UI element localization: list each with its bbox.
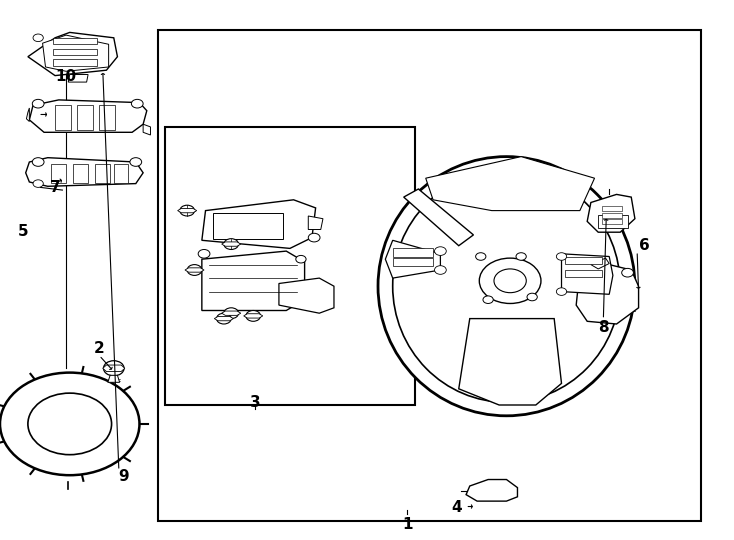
Polygon shape — [185, 268, 204, 272]
Text: 10: 10 — [56, 69, 76, 84]
Polygon shape — [466, 480, 517, 501]
Polygon shape — [562, 254, 613, 294]
Circle shape — [516, 253, 526, 260]
Text: 4: 4 — [451, 500, 462, 515]
Circle shape — [217, 313, 231, 324]
Bar — [53, 38, 97, 44]
Circle shape — [308, 233, 320, 242]
Text: 1: 1 — [402, 517, 413, 532]
Bar — [95, 164, 110, 183]
Polygon shape — [591, 258, 609, 269]
Circle shape — [224, 308, 239, 319]
Ellipse shape — [393, 170, 620, 402]
Circle shape — [435, 266, 446, 274]
Circle shape — [33, 180, 43, 187]
Bar — [393, 258, 433, 266]
Circle shape — [435, 247, 446, 255]
Bar — [602, 219, 622, 224]
Polygon shape — [178, 208, 197, 213]
Text: 7: 7 — [50, 180, 60, 195]
Ellipse shape — [479, 258, 541, 303]
Circle shape — [556, 288, 567, 295]
Polygon shape — [43, 35, 109, 71]
Text: 2: 2 — [94, 341, 104, 356]
Bar — [73, 164, 88, 183]
Polygon shape — [26, 158, 143, 186]
Circle shape — [130, 158, 142, 166]
Polygon shape — [222, 311, 241, 315]
Text: 9: 9 — [118, 469, 128, 484]
Polygon shape — [108, 375, 120, 382]
Polygon shape — [202, 200, 316, 248]
Circle shape — [483, 296, 493, 303]
Polygon shape — [576, 265, 639, 324]
Polygon shape — [426, 157, 595, 211]
Polygon shape — [308, 216, 323, 229]
Bar — [55, 105, 71, 130]
Bar — [565, 270, 602, 277]
Polygon shape — [68, 75, 88, 82]
Ellipse shape — [378, 157, 635, 416]
Text: 3: 3 — [250, 395, 261, 410]
Circle shape — [33, 34, 43, 42]
Bar — [602, 206, 622, 211]
Circle shape — [32, 99, 44, 108]
Text: 6: 6 — [639, 238, 650, 253]
Bar — [99, 105, 115, 130]
Text: 8: 8 — [598, 320, 608, 335]
Bar — [213, 213, 283, 239]
Ellipse shape — [494, 269, 526, 293]
Bar — [114, 164, 128, 183]
Circle shape — [32, 158, 44, 166]
Circle shape — [224, 239, 239, 249]
Circle shape — [0, 373, 139, 475]
Bar — [53, 49, 97, 55]
Polygon shape — [103, 365, 125, 372]
Circle shape — [180, 205, 195, 216]
Circle shape — [296, 255, 306, 263]
Polygon shape — [26, 108, 29, 122]
Polygon shape — [587, 194, 635, 232]
Circle shape — [103, 361, 124, 376]
Bar — [77, 105, 93, 130]
Polygon shape — [222, 242, 241, 246]
Polygon shape — [404, 189, 473, 246]
Bar — [598, 215, 628, 228]
Bar — [602, 213, 622, 218]
Circle shape — [187, 265, 202, 275]
Bar — [565, 256, 602, 264]
Polygon shape — [214, 316, 233, 321]
Bar — [165, 127, 415, 405]
Polygon shape — [143, 124, 150, 135]
Bar — [51, 164, 66, 183]
Polygon shape — [459, 319, 562, 405]
Circle shape — [476, 253, 486, 260]
Polygon shape — [202, 251, 305, 310]
Circle shape — [28, 393, 112, 455]
Polygon shape — [385, 240, 440, 278]
Bar — [158, 30, 701, 521]
Polygon shape — [244, 314, 263, 318]
Circle shape — [527, 293, 537, 301]
Bar — [53, 59, 97, 66]
Circle shape — [198, 249, 210, 258]
Polygon shape — [29, 100, 147, 132]
Bar — [393, 248, 433, 256]
Circle shape — [556, 253, 567, 260]
Circle shape — [131, 99, 143, 108]
Text: 5: 5 — [18, 224, 29, 239]
Polygon shape — [28, 32, 117, 76]
Circle shape — [246, 310, 261, 321]
Polygon shape — [279, 278, 334, 313]
Circle shape — [622, 268, 633, 277]
